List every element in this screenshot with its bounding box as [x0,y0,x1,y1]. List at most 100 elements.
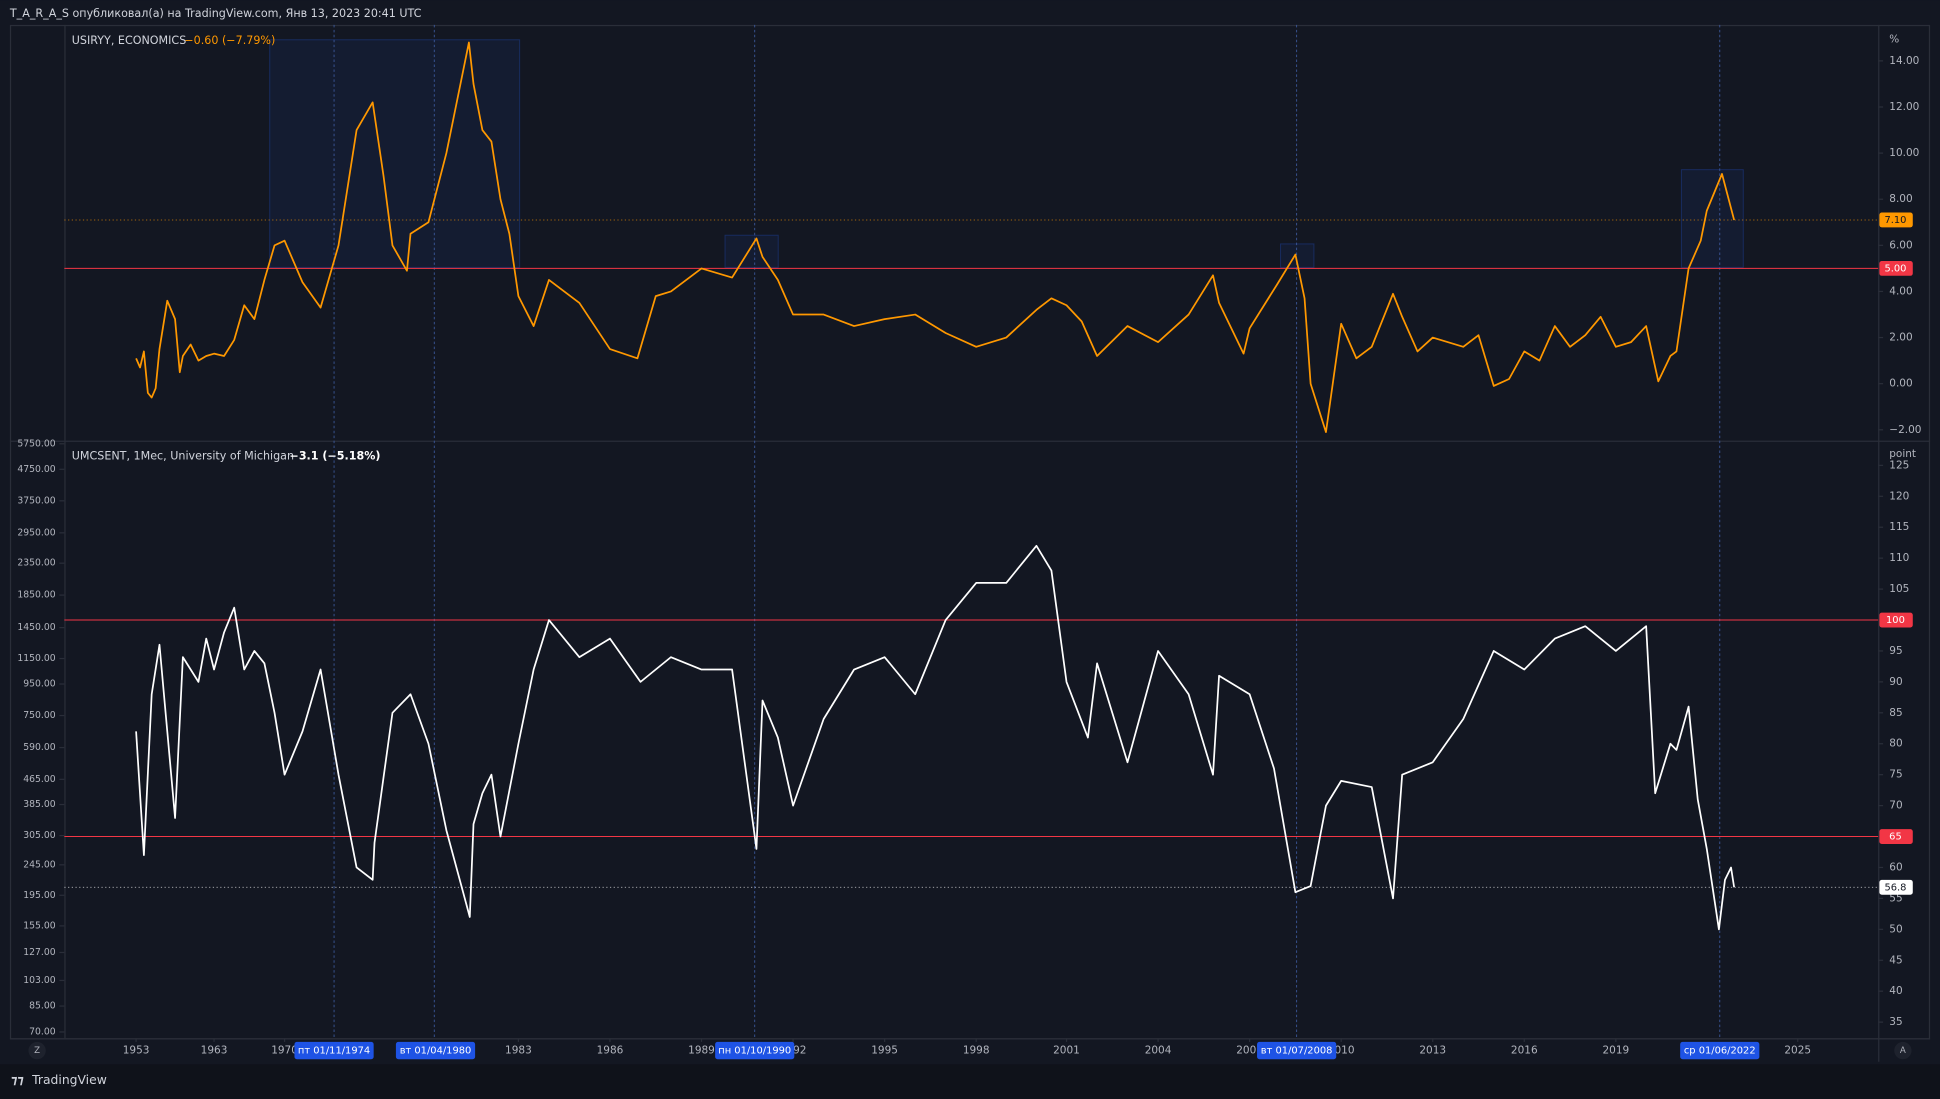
y-tick-label: 85 [1889,707,1902,719]
x-tick-label: 2007 [1236,1045,1263,1057]
axis-button-label[interactable]: Z [34,1046,40,1056]
y2-tick-label: 2350.00 [17,558,55,569]
y-tick-label: 110 [1889,552,1909,564]
x-tick-label: 1989 [688,1045,715,1057]
x-tick-label: 1953 [123,1045,150,1057]
x-tick-label: 2001 [1053,1045,1080,1057]
y-tick-label: 50 [1889,923,1902,935]
time-marker: ср 01/06/2022 [1684,1046,1756,1057]
y2-tick-label: 1850.00 [17,590,55,601]
y2-tick-label: 195.00 [23,890,56,901]
time-marker-badge [1257,1041,1337,1060]
reference-badge [1879,260,1913,276]
time-marker-badge [1680,1041,1760,1060]
y2-tick-label: 4750.00 [17,464,55,475]
axis-button-label[interactable]: A [1900,1046,1906,1056]
y-tick-label: −2.00 [1889,424,1921,436]
y-tick-label: 75 [1889,769,1902,781]
y2-tick-label: 103.00 [23,975,56,986]
y2-tick-label: 70.00 [29,1026,56,1037]
y2-tick-label: 155.00 [23,920,56,931]
reference-badge [1879,612,1913,628]
header-text: T_A_R_A_S опубликовал(а) на TradingView.… [9,7,422,20]
x-tick-label: 1970 [271,1045,298,1057]
y-tick-label: 105 [1889,583,1909,595]
y-unit: point [1889,448,1916,460]
y2-tick-label: 1450.00 [17,622,55,633]
last-value-label: 7.10 [1884,215,1906,226]
x-tick-label: 2019 [1602,1045,1629,1057]
highlight-box [269,39,521,268]
y-tick-label: 8.00 [1889,193,1912,205]
y2-tick-label: 385.00 [23,799,56,810]
x-tick-label: 1983 [505,1045,532,1057]
legend-title: USIRYY, ECONOMICS [72,34,187,47]
footer-logo: ⁊⁊ [11,1073,24,1087]
time-marker-badge [294,1041,374,1060]
highlight-box [724,234,779,268]
reference-label: 65 [1889,832,1902,843]
x-tick-label: 1998 [963,1045,990,1057]
series-line [135,544,1735,931]
y-tick-label: 0.00 [1889,378,1912,390]
y-tick-label: 70 [1889,800,1902,812]
y2-tick-label: 5750.00 [17,438,55,449]
reference-label: 5.00 [1884,263,1906,274]
y-tick-label: 14.00 [1889,55,1919,67]
x-tick-label: 2016 [1511,1045,1538,1057]
last-value-badge [1879,212,1913,228]
x-tick-label: 2013 [1419,1045,1446,1057]
time-marker: пт 01/11/1974 [298,1046,370,1057]
footer-bar [0,1064,1940,1099]
x-tick-label: 1995 [871,1045,898,1057]
y-tick-label: 125 [1889,459,1909,471]
time-marker: пн 01/10/1990 [718,1046,791,1057]
series-line [135,41,1735,433]
y-tick-label: 10.00 [1889,147,1919,159]
y2-tick-label: 85.00 [29,1001,56,1012]
y2-tick-label: 750.00 [23,710,56,721]
y-tick-label: 6.00 [1889,239,1912,251]
x-tick-label: 1963 [201,1045,228,1057]
reference-label: 100 [1886,615,1905,626]
y-tick-label: 90 [1889,676,1902,688]
y2-tick-label: 127.00 [23,947,56,958]
legend-title: UMCSENT, 1Мес, University of Michigan [72,450,294,463]
legend-value: −0.60 (−7.79%) [184,34,275,47]
x-tick-label: 1986 [597,1045,624,1057]
y-tick-label: 35 [1889,1016,1902,1028]
x-tick-label: 2025 [1784,1045,1811,1057]
time-marker-badge [395,1041,476,1060]
y-tick-label: 12.00 [1889,101,1919,113]
y-tick-label: 4.00 [1889,285,1912,297]
y2-tick-label: 3750.00 [17,495,55,506]
axis-button[interactable] [28,1041,46,1060]
y-tick-label: 45 [1889,954,1902,966]
time-marker: вт 01/07/2008 [1261,1046,1333,1057]
last-value-badge [1879,879,1913,895]
y-tick-label: 40 [1889,985,1902,997]
time-marker-badge [715,1041,795,1060]
y-tick-label: 95 [1889,645,1902,657]
y2-tick-label: 305.00 [23,830,56,841]
y2-tick-label: 1150.00 [17,653,55,664]
y-tick-label: 80 [1889,738,1902,750]
y2-tick-label: 950.00 [23,679,56,690]
time-marker: вт 01/04/1980 [400,1046,472,1057]
footer-text: TradingView [31,1073,107,1087]
y2-tick-label: 245.00 [23,859,56,870]
axis-button[interactable] [1894,1041,1912,1060]
x-tick-label: 2004 [1145,1045,1172,1057]
y-tick-label: 115 [1889,521,1909,533]
y-unit: % [1889,34,1899,46]
y-tick-label: 55 [1889,892,1902,904]
last-value-label: 56.8 [1884,882,1906,893]
y-tick-label: 2.00 [1889,332,1912,344]
reference-badge [1879,829,1913,844]
y2-tick-label: 2950.00 [17,527,55,538]
y2-tick-label: 590.00 [23,742,56,753]
legend-value: −3.1 (−5.18%) [290,450,381,463]
y-tick-label: 120 [1889,490,1909,502]
y-tick-label: 60 [1889,861,1902,873]
